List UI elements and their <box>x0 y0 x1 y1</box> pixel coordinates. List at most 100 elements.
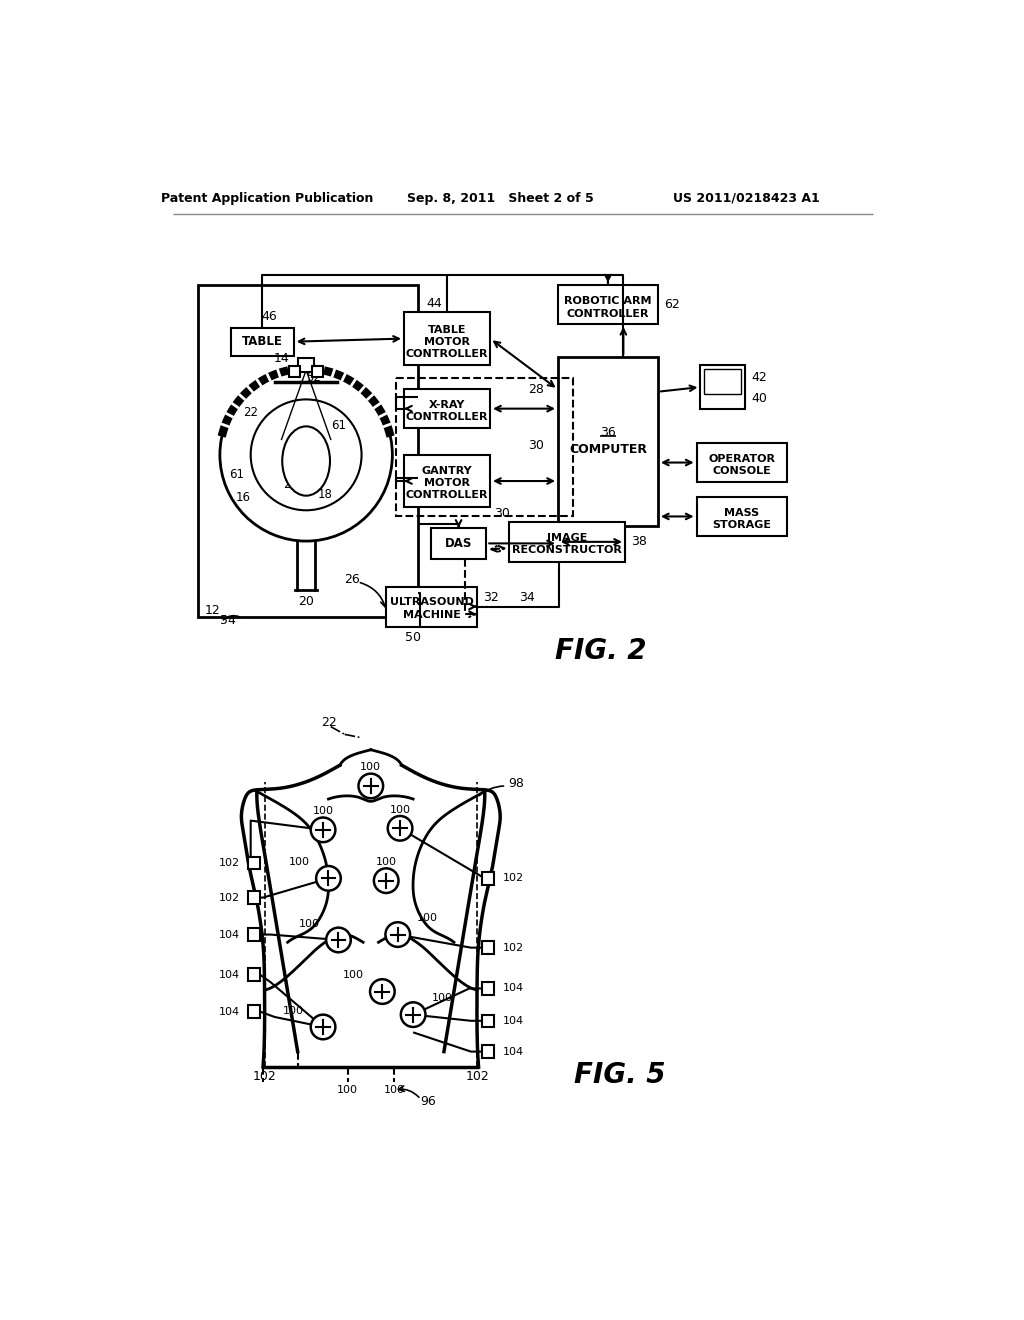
Circle shape <box>310 1015 336 1039</box>
Text: 100: 100 <box>299 919 319 929</box>
Circle shape <box>310 817 336 842</box>
Bar <box>312 367 323 378</box>
Text: MACHINE: MACHINE <box>402 610 461 619</box>
Text: CONTROLLER: CONTROLLER <box>566 309 649 318</box>
Bar <box>403 313 490 364</box>
Text: COMPUTER: COMPUTER <box>569 444 647 455</box>
Text: Patent Application Publication: Patent Application Publication <box>162 191 374 205</box>
Text: 50: 50 <box>406 631 421 644</box>
Text: 46: 46 <box>261 310 278 323</box>
Text: 102: 102 <box>253 1069 276 1082</box>
Bar <box>248 1006 260 1018</box>
Circle shape <box>385 923 410 946</box>
Text: 100: 100 <box>337 1085 358 1096</box>
Text: 102: 102 <box>465 1069 488 1082</box>
Text: 100: 100 <box>284 1006 304 1016</box>
Text: 100: 100 <box>312 807 334 816</box>
Bar <box>481 1015 494 1027</box>
Text: +: + <box>301 455 314 470</box>
Bar <box>696 444 787 482</box>
Text: ROBOTIC ARM: ROBOTIC ARM <box>564 296 651 306</box>
Bar <box>230 327 294 355</box>
Text: 102: 102 <box>219 892 240 903</box>
Text: GANTRY: GANTRY <box>422 466 472 475</box>
Text: 24: 24 <box>284 478 298 491</box>
Text: 102: 102 <box>503 942 524 953</box>
Text: 100: 100 <box>343 970 364 981</box>
Text: 40: 40 <box>752 392 767 405</box>
Text: 104: 104 <box>503 1047 524 1056</box>
Text: 30: 30 <box>528 440 544 453</box>
Circle shape <box>388 816 413 841</box>
Text: 61: 61 <box>331 418 346 432</box>
Text: CONTROLLER: CONTROLLER <box>406 490 488 500</box>
Text: 16: 16 <box>236 491 251 504</box>
Text: 12: 12 <box>205 603 220 616</box>
Bar <box>705 370 741 395</box>
Bar <box>481 941 494 954</box>
Text: 18: 18 <box>317 488 333 502</box>
Text: MASS: MASS <box>724 508 760 517</box>
Text: 14: 14 <box>273 352 290 366</box>
Text: FIG. 2: FIG. 2 <box>555 638 646 665</box>
Text: STORAGE: STORAGE <box>713 520 771 531</box>
Text: 44: 44 <box>427 297 442 310</box>
Text: OPERATOR: OPERATOR <box>709 454 775 465</box>
Text: 100: 100 <box>417 913 437 924</box>
Bar <box>481 1045 494 1057</box>
Bar <box>403 455 490 507</box>
Bar <box>298 358 313 372</box>
Circle shape <box>316 866 341 891</box>
Bar <box>248 969 260 981</box>
Text: 52: 52 <box>306 371 322 384</box>
Text: US 2011/0218423 A1: US 2011/0218423 A1 <box>673 191 820 205</box>
Text: TABLE: TABLE <box>242 335 283 348</box>
Text: 54: 54 <box>220 614 236 627</box>
Bar <box>403 389 490 428</box>
Text: 104: 104 <box>219 929 240 940</box>
Text: 100: 100 <box>432 994 453 1003</box>
Circle shape <box>374 869 398 892</box>
Text: 100: 100 <box>389 805 411 814</box>
Text: 100: 100 <box>360 763 381 772</box>
Text: 28: 28 <box>528 383 544 396</box>
Text: 104: 104 <box>219 970 240 979</box>
Text: 22: 22 <box>243 407 258 418</box>
Bar <box>696 498 787 536</box>
Bar <box>558 358 658 527</box>
Text: 102: 102 <box>219 858 240 869</box>
Text: Sep. 8, 2011   Sheet 2 of 5: Sep. 8, 2011 Sheet 2 of 5 <box>407 191 594 205</box>
Text: MOTOR: MOTOR <box>424 478 470 488</box>
Text: 100: 100 <box>383 1085 404 1096</box>
Text: DAS: DAS <box>444 537 472 550</box>
Text: 26: 26 <box>344 573 360 586</box>
Bar <box>248 857 260 869</box>
Text: IMAGE: IMAGE <box>547 533 588 543</box>
Circle shape <box>370 979 394 1003</box>
Bar <box>248 891 260 904</box>
Text: TABLE: TABLE <box>428 325 466 335</box>
Text: 104: 104 <box>219 1007 240 1016</box>
Text: 62: 62 <box>665 298 680 312</box>
Text: 104: 104 <box>503 1016 524 1026</box>
Text: 38: 38 <box>631 536 647 548</box>
Circle shape <box>358 774 383 799</box>
Circle shape <box>326 928 351 952</box>
Text: 34: 34 <box>519 591 536 603</box>
Text: 32: 32 <box>483 591 499 603</box>
Text: 36: 36 <box>600 426 615 440</box>
Bar <box>289 367 300 378</box>
Bar <box>396 378 573 516</box>
Ellipse shape <box>283 426 330 495</box>
Text: ULTRASOUND: ULTRASOUND <box>390 597 473 607</box>
Text: 20: 20 <box>298 594 314 607</box>
Bar <box>248 928 260 941</box>
Text: 22: 22 <box>322 715 337 729</box>
Text: 42: 42 <box>752 371 767 384</box>
Text: CONSOLE: CONSOLE <box>713 466 771 477</box>
Bar <box>481 873 494 884</box>
Text: 98: 98 <box>508 777 523 791</box>
Text: FIG. 5: FIG. 5 <box>573 1061 666 1089</box>
Text: 104: 104 <box>503 983 524 994</box>
Text: X-RAY: X-RAY <box>429 400 465 411</box>
